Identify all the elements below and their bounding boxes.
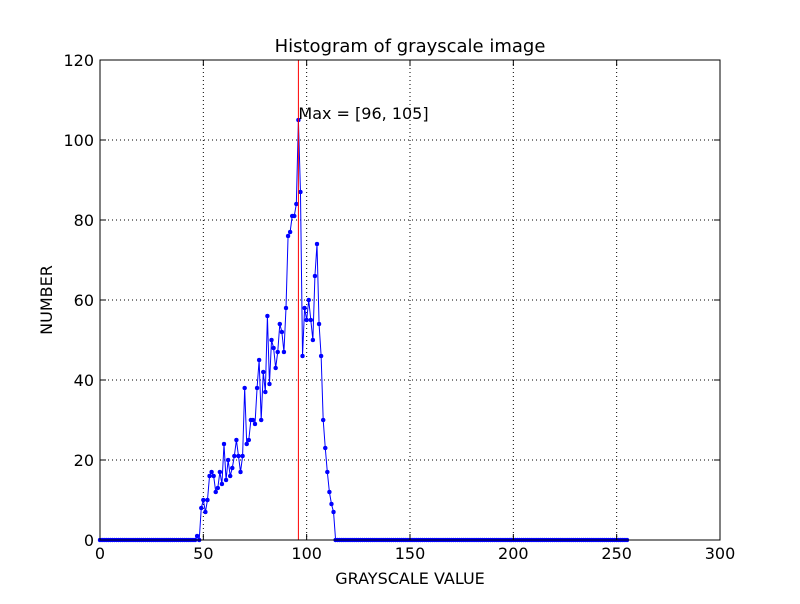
y-tick-label: 40 xyxy=(74,371,94,390)
data-point xyxy=(207,473,212,479)
data-point xyxy=(331,509,336,515)
y-tick-label: 0 xyxy=(84,531,94,550)
data-point xyxy=(219,481,225,487)
data-point xyxy=(254,385,260,391)
x-tick-label: 300 xyxy=(705,544,736,563)
data-point xyxy=(256,357,262,363)
y-tick-label: 60 xyxy=(74,291,94,310)
series-layer xyxy=(97,117,630,543)
y-tick-label: 100 xyxy=(63,131,94,150)
data-point xyxy=(213,489,218,495)
data-point xyxy=(275,349,280,355)
data-point xyxy=(314,241,320,247)
data-point xyxy=(199,505,204,511)
y-tick-label: 80 xyxy=(74,211,94,230)
series-line xyxy=(100,119,627,542)
data-point xyxy=(223,477,229,483)
data-point xyxy=(232,453,237,459)
max-annotation: Max = [96, 105] xyxy=(298,104,428,123)
data-point xyxy=(240,453,245,459)
data-point xyxy=(287,229,293,235)
data-point xyxy=(310,337,316,343)
y-tick-label: 120 xyxy=(63,51,94,70)
tick-labels-layer: 0 50 100 150 200 250 300 0 20 40 60 80 100 120 xyxy=(63,51,735,563)
grid-layer xyxy=(100,60,720,540)
x-tick-label: 200 xyxy=(498,544,529,563)
x-axis-label: GRAYSCALE VALUE xyxy=(335,569,485,588)
data-point xyxy=(211,473,216,479)
data-point xyxy=(318,353,324,359)
x-tick-label: 50 xyxy=(193,544,213,563)
data-point xyxy=(320,417,326,423)
data-point xyxy=(300,353,305,359)
x-tick-label: 250 xyxy=(601,544,632,563)
data-point xyxy=(227,473,233,479)
data-point xyxy=(217,469,223,475)
data-point xyxy=(230,465,235,471)
data-point xyxy=(203,509,208,515)
data-point xyxy=(308,317,314,323)
data-point xyxy=(302,305,307,311)
data-point xyxy=(246,437,252,443)
y-tick-label: 20 xyxy=(74,451,94,470)
data-point xyxy=(325,469,330,475)
data-point xyxy=(250,417,256,423)
data-point xyxy=(205,497,210,503)
data-point xyxy=(258,417,264,423)
ticks-layer xyxy=(99,59,721,541)
data-point xyxy=(298,189,303,195)
data-point xyxy=(267,381,272,387)
data-point xyxy=(238,469,243,475)
data-point xyxy=(269,337,274,343)
data-point xyxy=(304,317,309,323)
data-point xyxy=(283,305,289,311)
data-point xyxy=(277,321,283,327)
data-point xyxy=(292,213,297,219)
data-point xyxy=(194,533,200,539)
data-point xyxy=(221,441,227,447)
data-point xyxy=(327,489,332,495)
data-point xyxy=(271,345,276,351)
x-tick-label: 100 xyxy=(291,544,322,563)
data-point xyxy=(281,349,287,355)
data-point xyxy=(294,201,299,207)
data-point xyxy=(209,469,214,475)
data-point xyxy=(329,501,334,507)
data-point xyxy=(316,321,322,327)
data-point xyxy=(236,453,241,459)
data-point xyxy=(323,445,328,451)
data-point xyxy=(265,313,270,319)
data-point xyxy=(215,485,221,491)
data-point xyxy=(244,441,249,447)
data-point xyxy=(306,297,311,303)
y-axis-label: NUMBER xyxy=(37,265,56,335)
x-tick-label: 150 xyxy=(395,544,426,563)
data-point xyxy=(234,437,239,443)
data-point xyxy=(312,273,318,279)
data-point xyxy=(252,421,258,427)
data-point xyxy=(242,385,247,391)
data-point xyxy=(201,497,206,503)
x-tick-label: 0 xyxy=(95,544,105,563)
data-point xyxy=(263,389,268,395)
chart-title: Histogram of grayscale image xyxy=(275,36,546,57)
data-point xyxy=(261,369,266,375)
data-point xyxy=(225,457,231,463)
data-point xyxy=(285,233,291,239)
data-point xyxy=(273,365,278,371)
data-point xyxy=(279,329,285,335)
